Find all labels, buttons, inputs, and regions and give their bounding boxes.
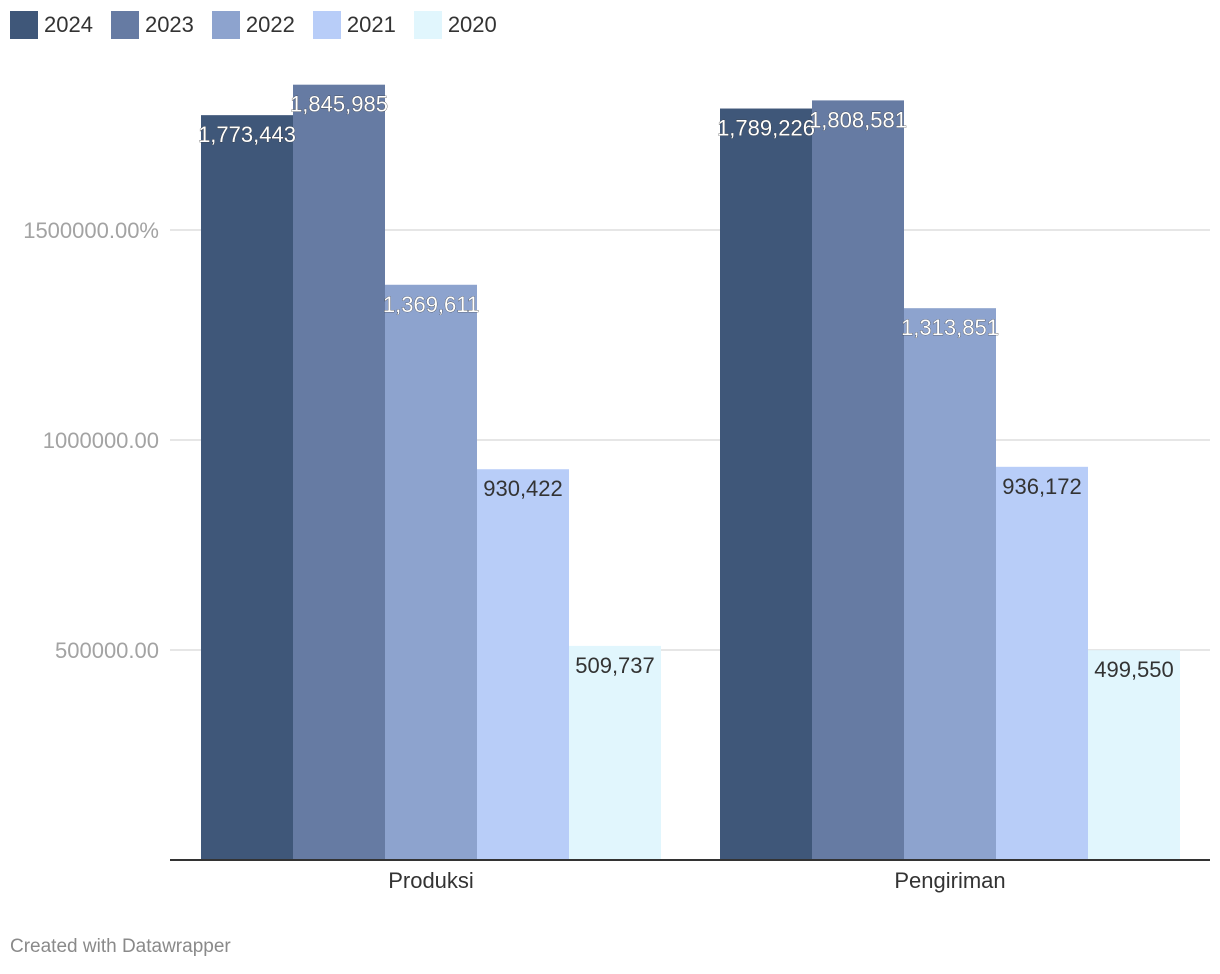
legend-label: 2022: [245, 12, 295, 37]
legend-swatch: [312, 11, 341, 39]
legend-label: 2020: [447, 12, 497, 37]
data-label: 1,313,851: [901, 315, 999, 340]
data-label: 1,808,581: [809, 107, 907, 132]
legend-label: 2023: [144, 12, 194, 37]
data-label: 1,773,443: [198, 122, 296, 147]
bar-2022-pengiriman: [904, 308, 996, 860]
bar-2021-pengiriman: [996, 466, 1088, 860]
legend-label: 2021: [346, 12, 396, 37]
data-label: 1,845,985: [290, 92, 388, 117]
legend-item-2022: 2022: [211, 11, 295, 39]
legend-swatch: [110, 11, 139, 39]
legend-swatch: [413, 11, 442, 39]
y-tick-label: 500000.00: [55, 638, 159, 663]
data-label: 1,789,226: [717, 116, 815, 141]
bar-2022-produksi: [385, 284, 477, 860]
bar-2024-pengiriman: [720, 108, 812, 860]
legend-item-2020: 2020: [413, 11, 497, 39]
legend-item-2023: 2023: [110, 11, 194, 39]
data-label: 930,422: [483, 476, 563, 501]
bar-2024-produksi: [201, 115, 293, 861]
chart-legend: 2024 2023 2022 2021 2020: [10, 10, 515, 40]
legend-swatch: [10, 11, 38, 39]
data-label: 499,550: [1094, 657, 1174, 682]
legend-item-2024: 2024: [10, 11, 93, 39]
legend-item-2021: 2021: [312, 11, 396, 39]
data-label: 1,369,611: [383, 292, 479, 317]
y-tick-label: 1500000.00%: [23, 218, 159, 243]
legend-swatch: [211, 11, 240, 39]
data-label: 509,737: [575, 653, 655, 678]
x-category-label: Produksi: [388, 868, 474, 893]
bar-2020-pengiriman: [1088, 650, 1180, 860]
bar-2023-produksi: [293, 84, 385, 861]
bar-2021-produksi: [477, 469, 569, 860]
legend-label: 2024: [44, 12, 93, 37]
x-category-label: Pengiriman: [894, 868, 1005, 893]
footer-credit: Created with Datawrapper: [10, 936, 231, 957]
bar-2023-pengiriman: [812, 100, 904, 860]
y-tick-label: 1000000.00: [43, 428, 159, 453]
data-label: 936,172: [1002, 474, 1082, 499]
bar-2020-produksi: [569, 645, 661, 860]
